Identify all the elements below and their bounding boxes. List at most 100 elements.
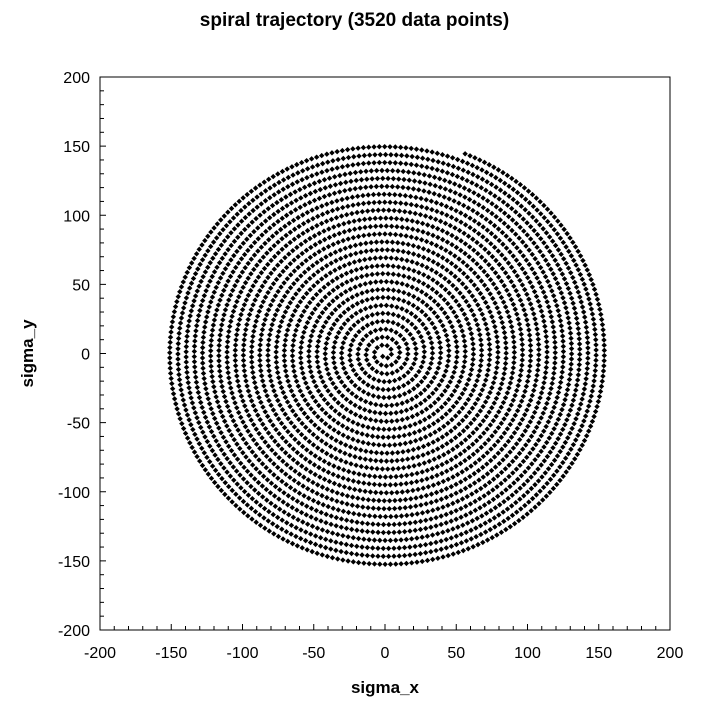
data-point [486,479,493,486]
data-point [379,167,385,174]
data-point [200,370,207,377]
data-point [348,277,355,283]
data-point [269,322,275,328]
data-point [468,463,474,469]
data-point [524,232,530,238]
data-point [224,339,231,345]
data-point [186,318,192,324]
data-point [272,483,279,490]
data-point [451,309,457,315]
data-point [386,191,393,198]
data-point [251,239,258,246]
x-tick-label: 150 [585,645,612,662]
data-point [293,378,300,384]
data-point [489,253,496,260]
data-point [208,348,214,354]
data-point [415,382,421,389]
data-point [553,399,559,406]
data-point [430,250,437,256]
data-point [563,260,569,267]
data-point [275,533,282,540]
data-point [350,478,357,484]
data-point [570,441,577,448]
data-point [393,561,399,567]
x-tick-label: -150 [155,645,187,662]
data-point [401,176,407,183]
data-point [484,198,491,204]
data-point [514,387,520,394]
data-point [290,312,296,319]
data-point [261,209,267,215]
data-point [382,159,388,166]
data-point [572,279,578,286]
data-point [455,524,461,530]
data-point [430,420,437,427]
data-point [480,403,486,410]
data-point [254,262,260,268]
data-point [299,463,305,469]
data-point [510,186,517,193]
data-point [448,214,455,221]
data-point [477,290,484,297]
data-point [511,344,517,350]
data-point [412,210,418,217]
data-point [394,184,401,190]
data-point [259,326,266,333]
data-point [283,332,290,338]
data-point [453,541,460,548]
data-point [424,533,431,539]
data-point [433,386,439,392]
data-point [188,395,194,401]
data-point [279,446,285,452]
data-point [498,294,505,301]
data-point [482,299,489,306]
data-point [557,379,564,386]
data-point [268,480,275,486]
data-point [330,298,336,304]
data-point [573,416,579,422]
data-point [403,341,410,347]
data-point [385,175,391,182]
data-point [422,180,428,186]
data-point [302,456,309,462]
data-point [383,302,390,309]
data-point [176,371,182,378]
data-point [305,218,311,224]
data-point [312,188,319,195]
data-point [371,481,378,488]
data-point [414,154,421,161]
data-point [226,297,232,303]
data-point [600,327,606,333]
data-point [492,429,498,435]
data-point [287,300,293,306]
data-point [474,515,480,522]
data-point [471,199,477,205]
data-point [526,327,532,333]
data-point [397,505,403,511]
data-point [279,435,286,441]
data-point [262,409,268,415]
data-point [318,256,325,263]
data-point [504,287,510,293]
data-point [461,311,468,317]
data-point [334,165,340,171]
data-point [442,177,448,184]
data-point [560,459,566,466]
data-point [242,373,248,379]
data-point [226,375,232,381]
data-point [545,262,552,268]
data-point [352,486,358,493]
data-point [475,274,481,280]
data-point [511,339,517,345]
data-point [459,369,466,375]
data-point [519,362,525,368]
data-point [580,309,587,315]
data-point [205,233,211,239]
data-point [444,239,451,245]
data-point [319,265,325,272]
data-point [568,253,575,259]
data-point [224,354,230,360]
data-point [380,434,386,440]
data-point [277,226,284,233]
data-point [221,287,227,294]
